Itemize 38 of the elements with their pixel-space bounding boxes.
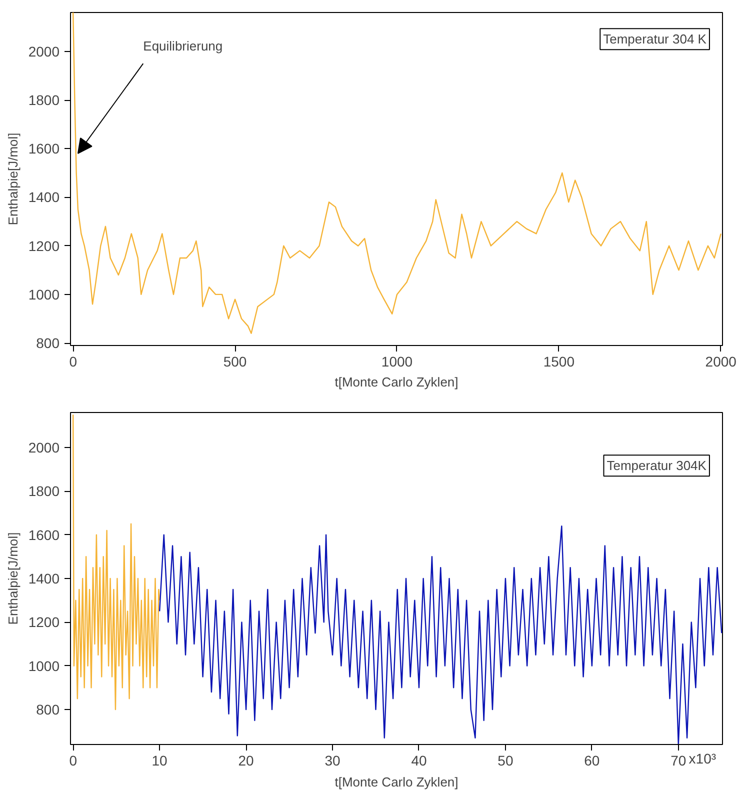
y-tick-label: 2000 <box>28 439 60 456</box>
x-tick-label: 500 <box>223 354 247 370</box>
y-tick-label: 1600 <box>28 140 60 157</box>
y-tick-label: 1800 <box>28 483 60 500</box>
x-tick-label: 1000 <box>381 354 413 370</box>
y-tick-label: 800 <box>36 702 60 718</box>
x-tick-label: 70 <box>670 752 686 768</box>
y-tick-label: 1200 <box>28 614 60 630</box>
annotation: Temperatur 304 K <box>603 32 707 47</box>
x-tick-label: 10 <box>152 752 168 768</box>
y-tick-label: 800 <box>36 335 60 352</box>
annotation: Equilibrierung <box>143 38 223 54</box>
text: x10³ <box>688 750 716 766</box>
x-tick-label: 40 <box>411 752 427 768</box>
x-tick-label: 2000 <box>705 354 737 370</box>
y-axis-title: Enthalpie[J/mol] <box>5 532 20 625</box>
line-series <box>72 12 722 334</box>
x-axis-title: t[Monte Carlo Zyklen] <box>334 774 458 790</box>
x-tick-label: 50 <box>498 752 514 768</box>
y-tick-label: 1400 <box>28 570 60 586</box>
y-tick-label: 1000 <box>28 286 60 302</box>
x-axis-title: t[Monte Carlo Zyklen] <box>334 374 458 390</box>
x-tick-label: 60 <box>584 752 600 768</box>
x-tick-label: 30 <box>324 752 341 768</box>
y-tick-label: 1600 <box>28 526 60 543</box>
y-tick-label: 1800 <box>28 92 60 108</box>
line-series <box>158 525 722 744</box>
y-tick-label: 1200 <box>28 238 60 254</box>
y-tick-label: 2000 <box>28 43 60 60</box>
x-tick-label: 20 <box>238 752 254 768</box>
x-tick-label: 0 <box>69 354 78 370</box>
annotation: Temperatur 304K <box>606 458 707 474</box>
x-tick-label: 0 <box>69 752 78 768</box>
y-axis-title: Enthalpie[J/mol] <box>5 132 20 226</box>
line-series <box>72 414 160 710</box>
y-tick-label: 1000 <box>28 658 60 674</box>
y-tick-label: 1400 <box>28 189 60 206</box>
x-tick-label: 1500 <box>543 354 575 370</box>
